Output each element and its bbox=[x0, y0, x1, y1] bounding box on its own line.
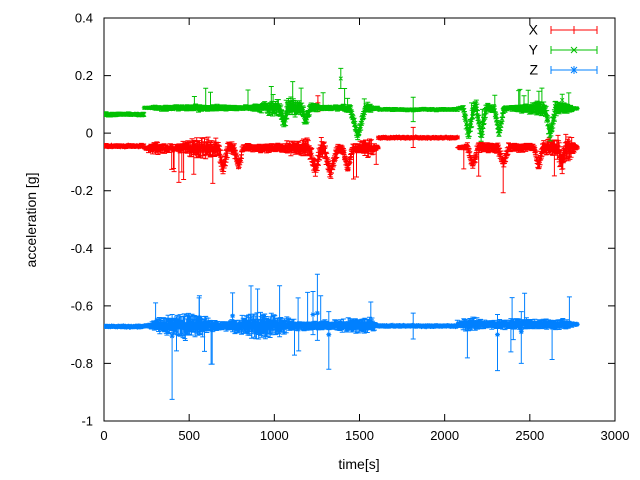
y-tick-label: 0 bbox=[86, 126, 93, 141]
y-tick-label: -0.8 bbox=[71, 356, 93, 371]
series-X-markers bbox=[104, 100, 580, 177]
x-tick-label: 2000 bbox=[430, 428, 459, 443]
legend: XYZ bbox=[529, 22, 598, 78]
x-tick-label: 500 bbox=[178, 428, 200, 443]
x-tick-label: 1500 bbox=[345, 428, 374, 443]
x-tick-label: 2500 bbox=[515, 428, 544, 443]
series-X bbox=[104, 95, 580, 194]
y-tick-label: -0.6 bbox=[71, 298, 93, 313]
x-axis-label: time[s] bbox=[338, 456, 379, 472]
series-Z bbox=[104, 273, 580, 400]
x-tick-label: 3000 bbox=[601, 428, 630, 443]
legend-sample-X bbox=[550, 26, 598, 34]
y-tick-label: 0.2 bbox=[75, 68, 93, 83]
legend-sample-Y bbox=[550, 46, 598, 54]
y-tick-label: -0.4 bbox=[71, 241, 93, 256]
axes-layer: 0 500 1000 1500 2000 2500 3000 0.4 0.2 0 -0.2 -0.4 -… bbox=[71, 11, 630, 444]
legend-label-Y: Y bbox=[529, 42, 539, 58]
series-Z-markers bbox=[104, 310, 580, 339]
y-tick-label: 0.4 bbox=[75, 11, 93, 26]
y-axis-label: acceleration [g] bbox=[23, 173, 39, 268]
plot-frame bbox=[103, 17, 616, 422]
y-tick-label: -1 bbox=[81, 414, 93, 429]
x-tick-label: 0 bbox=[100, 428, 107, 443]
series-Y-markers bbox=[104, 76, 580, 138]
legend-sample-Z bbox=[550, 66, 598, 74]
legend-label-Z: Z bbox=[529, 62, 538, 78]
series-Y bbox=[104, 67, 580, 142]
x-tick-label: 1000 bbox=[260, 428, 289, 443]
y-tick-label: -0.2 bbox=[71, 183, 93, 198]
legend-label-X: X bbox=[529, 22, 539, 38]
series-layer bbox=[104, 67, 580, 400]
